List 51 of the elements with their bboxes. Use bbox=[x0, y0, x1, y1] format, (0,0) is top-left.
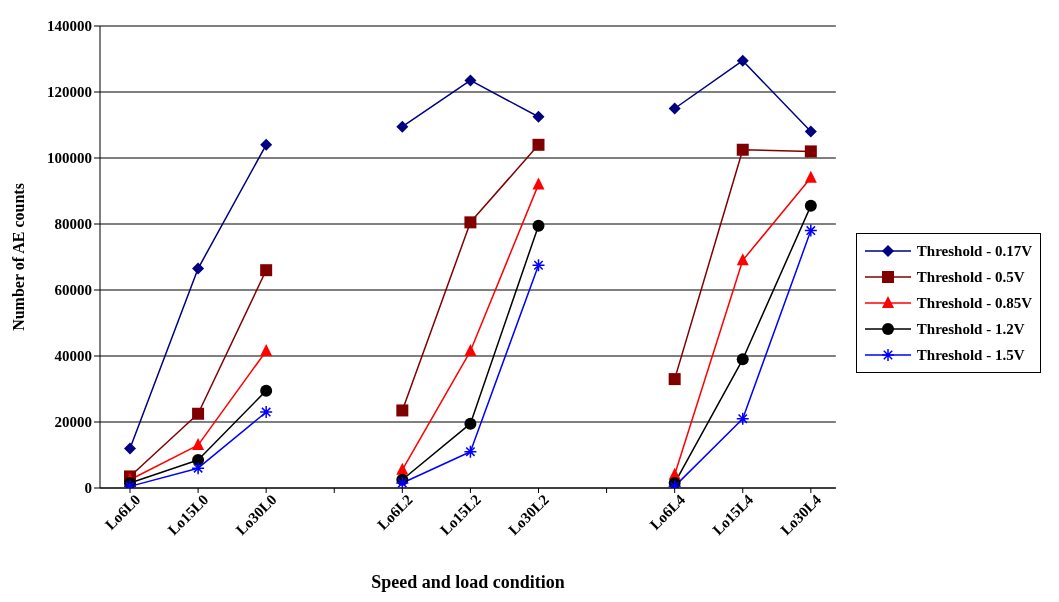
point bbox=[259, 405, 273, 419]
point bbox=[464, 344, 477, 357]
point bbox=[192, 262, 205, 275]
point bbox=[532, 110, 545, 123]
point bbox=[124, 442, 136, 455]
y-tick-label: 120000 bbox=[47, 84, 92, 101]
point bbox=[192, 438, 205, 451]
point bbox=[804, 223, 818, 238]
point bbox=[668, 373, 681, 386]
x-axis-title: Speed and load condition bbox=[371, 572, 565, 592]
legend-label: Threshold - 1.5V bbox=[916, 346, 1025, 364]
point bbox=[260, 344, 273, 357]
point bbox=[736, 54, 749, 67]
point bbox=[396, 462, 409, 475]
legend-label: Threshold - 1.2V bbox=[916, 320, 1025, 338]
legend-label: Threshold - 0.17V bbox=[916, 242, 1032, 260]
y-tick-label: 20000 bbox=[54, 414, 92, 431]
legend-label: Threshold - 0.85V bbox=[916, 294, 1032, 312]
point bbox=[532, 138, 545, 151]
point bbox=[804, 199, 817, 212]
point bbox=[668, 102, 681, 115]
point bbox=[804, 170, 817, 183]
point bbox=[463, 444, 478, 459]
point bbox=[464, 417, 477, 430]
y-tick-label: 40000 bbox=[54, 348, 92, 365]
point bbox=[464, 216, 477, 229]
point bbox=[736, 253, 749, 266]
point bbox=[396, 404, 409, 417]
y-tick-label: 140000 bbox=[47, 18, 92, 35]
point bbox=[804, 145, 817, 158]
y-tick-label: 100000 bbox=[47, 150, 92, 167]
point bbox=[260, 264, 273, 277]
legend-label: Threshold - 0.5V bbox=[916, 268, 1025, 286]
point bbox=[191, 461, 205, 475]
point bbox=[532, 219, 545, 232]
point bbox=[532, 177, 545, 190]
point bbox=[736, 143, 749, 156]
point bbox=[736, 411, 750, 426]
point bbox=[192, 453, 205, 466]
y-tick-label: 0 bbox=[84, 480, 92, 497]
point bbox=[192, 407, 205, 420]
point bbox=[531, 258, 546, 272]
point bbox=[260, 384, 273, 397]
point bbox=[464, 74, 477, 87]
point bbox=[804, 125, 817, 138]
point bbox=[260, 138, 273, 151]
y-axis-title: Number of AE counts bbox=[9, 183, 27, 331]
y-tick-label: 60000 bbox=[54, 282, 92, 299]
point bbox=[396, 120, 409, 133]
y-tick-label: 80000 bbox=[54, 216, 92, 233]
point bbox=[736, 353, 749, 366]
